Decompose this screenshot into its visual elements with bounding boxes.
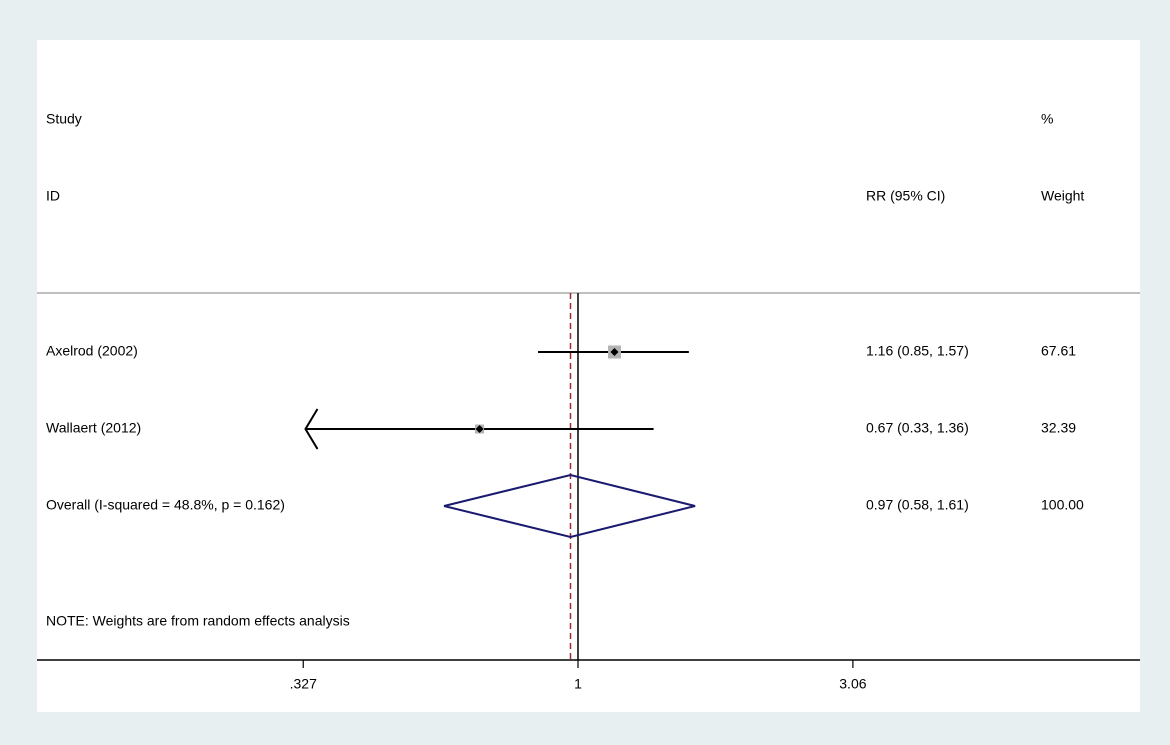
effect-label: 0.67 (0.33, 1.36) [866, 420, 969, 436]
overall-diamond [443, 473, 696, 539]
header-id: ID [46, 188, 60, 204]
weight-label: 32.39 [1041, 420, 1076, 436]
x-tick-label: 1 [574, 676, 582, 692]
point-estimate [610, 348, 619, 356]
point-estimate [475, 425, 484, 433]
overall-effect-label: 0.97 (0.58, 1.61) [866, 497, 969, 513]
ci-arrow [304, 408, 319, 450]
weight-label: 67.61 [1041, 343, 1076, 359]
header-effect: RR (95% CI) [866, 188, 945, 204]
study-name: Axelrod (2002) [46, 343, 138, 359]
note: NOTE: Weights are from random effects an… [46, 613, 350, 629]
study-name: Wallaert (2012) [46, 420, 141, 436]
effect-label: 1.16 (0.85, 1.57) [866, 343, 969, 359]
plot-panel [37, 40, 1140, 712]
x-tick-label: .327 [290, 676, 317, 692]
header-percent: % [1041, 111, 1053, 127]
header-weight: Weight [1041, 188, 1084, 204]
overall-weight-label: 100.00 [1041, 497, 1084, 513]
x-tick-label: 3.06 [839, 676, 866, 692]
header-study: Study [46, 111, 82, 127]
overall-name: Overall (I-squared = 48.8%, p = 0.162) [46, 497, 285, 513]
